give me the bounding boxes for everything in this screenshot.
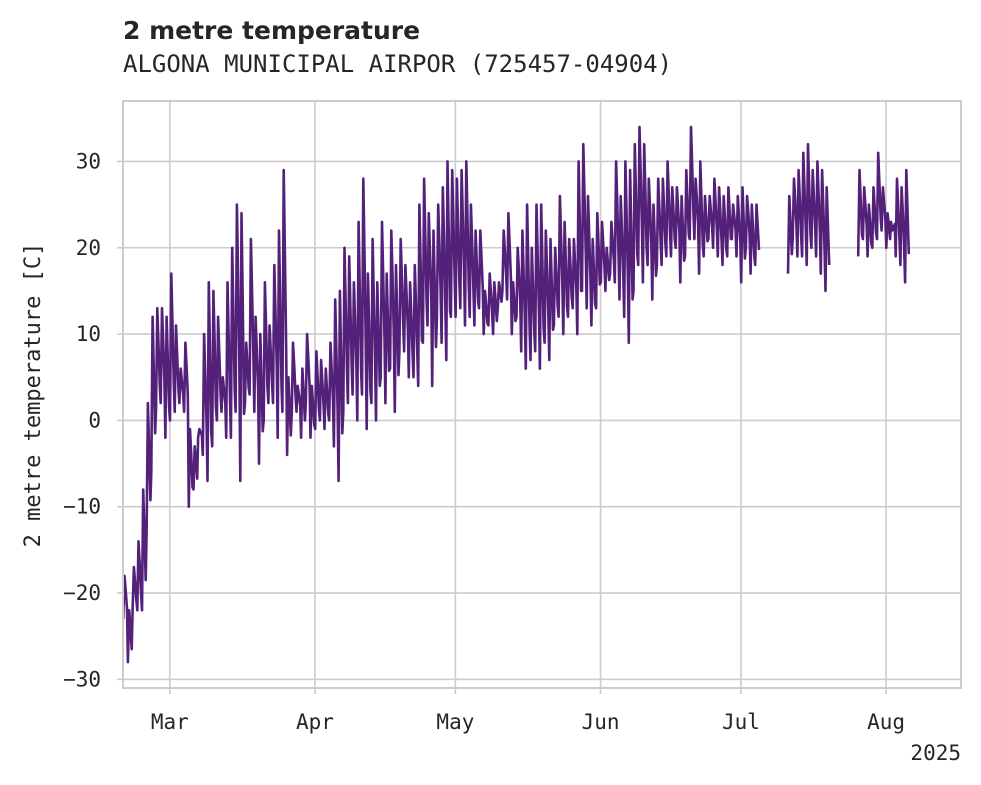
y-tick-label: −20 xyxy=(63,581,101,605)
y-tick-label: −30 xyxy=(63,667,101,691)
chart-title: 2 metre temperature xyxy=(123,16,421,45)
x-tick-label: Apr xyxy=(296,710,334,734)
series-layer xyxy=(121,125,911,664)
x-offset-label: 2025 xyxy=(910,741,961,765)
y-tick-label: 0 xyxy=(88,408,101,432)
x-tick-label: May xyxy=(436,710,474,734)
chart-subtitle: ALGONA MUNICIPAL AIRPOR (725457-04904) xyxy=(123,50,673,78)
y-tick-label: −10 xyxy=(63,495,101,519)
plot-frame xyxy=(122,100,962,689)
y-axis-label: 2 metre temperature [C] xyxy=(21,243,46,548)
x-tick-label: Jul xyxy=(722,710,760,734)
temperature-series-line xyxy=(121,125,911,664)
y-tick-label: 20 xyxy=(76,236,101,260)
x-tick-label: Jun xyxy=(582,710,620,734)
y-tick-label: 10 xyxy=(76,322,101,346)
x-tick-label: Mar xyxy=(151,710,189,734)
tick-layer: −30 −20 −10 0 10 20 30 Mar Apr May Jun Jul Aug xyxy=(63,149,905,734)
x-tick-label: Aug xyxy=(867,710,905,734)
y-tick-label: 30 xyxy=(76,149,101,173)
